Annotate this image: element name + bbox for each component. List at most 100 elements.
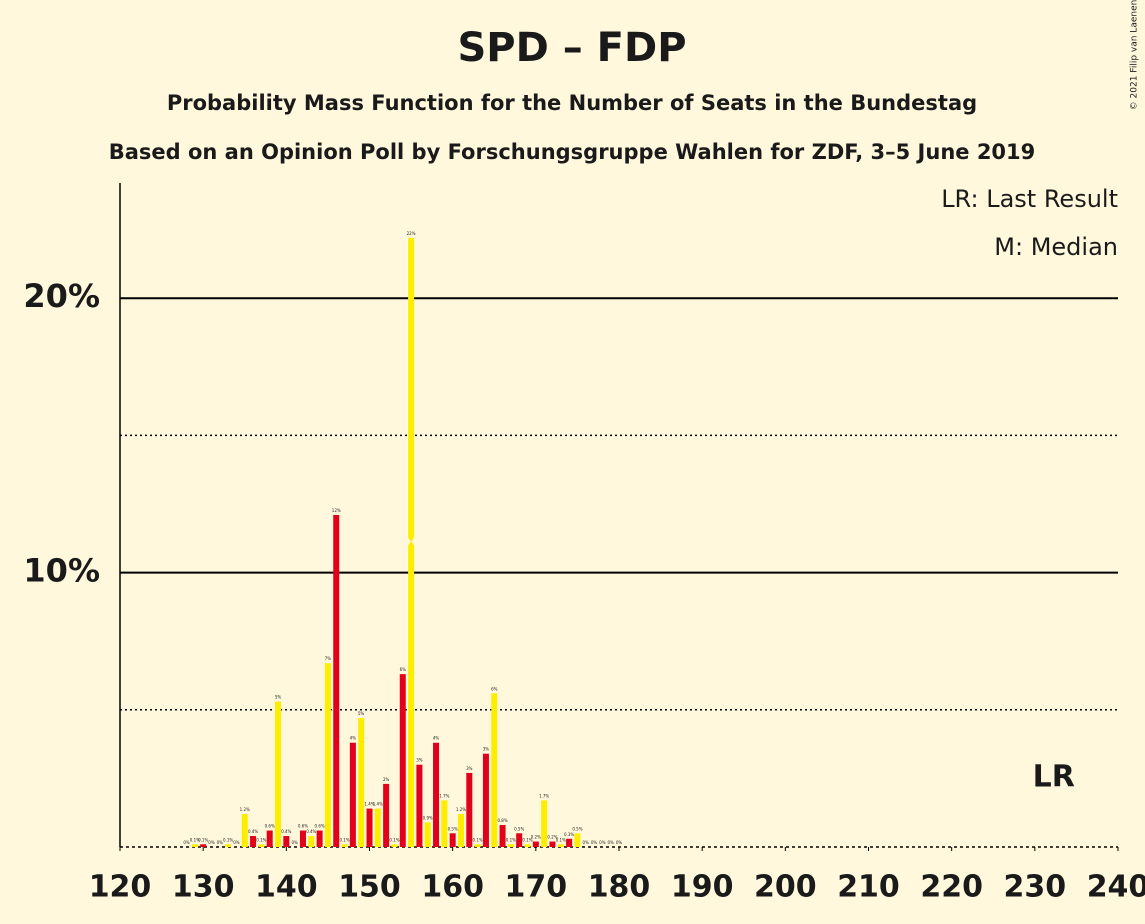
chart-subtitle: Based on an Opinion Poll by Forschungsgr… <box>109 140 1036 164</box>
value-label: 0.1% <box>473 837 483 842</box>
value-label: 0% <box>616 840 623 845</box>
bar <box>524 844 531 847</box>
bar <box>457 814 464 847</box>
legend-entry: M: Median <box>994 233 1118 261</box>
bar <box>566 838 573 847</box>
value-label: 1.4% <box>373 802 383 807</box>
bar <box>374 808 381 847</box>
value-label: 0% <box>291 840 298 845</box>
bar <box>275 701 282 847</box>
bar <box>466 772 473 847</box>
x-tick-label: 220 <box>920 870 983 905</box>
value-label: 0.5% <box>448 826 458 831</box>
bar <box>316 830 323 847</box>
x-tick-label: 170 <box>505 870 568 905</box>
bar <box>532 841 539 847</box>
bar <box>574 833 581 847</box>
value-label: 3% <box>466 766 473 771</box>
value-label: 0.2% <box>531 835 541 840</box>
bar <box>341 844 348 847</box>
value-label: 0.1% <box>556 837 566 842</box>
value-label: 5% <box>358 711 365 716</box>
x-tick-label: 200 <box>754 870 817 905</box>
value-label: 0% <box>591 840 598 845</box>
bar <box>424 822 431 847</box>
x-tick-label: 210 <box>837 870 900 905</box>
value-label: 1.7% <box>439 793 449 798</box>
bar <box>250 836 257 847</box>
value-label: 0.2% <box>547 835 557 840</box>
bar <box>549 841 556 847</box>
bar <box>358 718 365 847</box>
value-label: 0% <box>217 840 224 845</box>
bar <box>324 663 331 847</box>
bar <box>283 836 290 847</box>
bar <box>308 836 315 847</box>
value-label: 0.1% <box>190 837 200 842</box>
x-tick-label: 130 <box>172 870 235 905</box>
chart-title: SPD – FDP <box>457 25 686 71</box>
value-label: 0% <box>583 840 590 845</box>
value-label: 6% <box>491 686 498 691</box>
value-label: 0.1% <box>522 837 532 842</box>
bar <box>557 844 564 847</box>
bar <box>474 844 481 847</box>
median-marker <box>407 535 416 548</box>
value-label: 0.6% <box>298 824 308 829</box>
bar <box>299 830 306 847</box>
value-label: 1.2% <box>240 807 250 812</box>
value-label: 4% <box>350 736 357 741</box>
value-label: 0.1% <box>389 837 399 842</box>
bar <box>449 833 456 847</box>
value-label: 0.5% <box>514 826 524 831</box>
bar <box>366 808 373 847</box>
bar <box>349 742 356 847</box>
value-label: 0.9% <box>423 815 433 820</box>
value-label: 22% <box>407 231 416 236</box>
x-tick-label: 180 <box>588 870 651 905</box>
value-label: 3% <box>416 758 423 763</box>
bar <box>225 844 232 847</box>
bar <box>433 742 440 847</box>
value-label: 0.8% <box>497 818 507 823</box>
bar <box>416 764 423 847</box>
bar <box>391 844 398 847</box>
bar <box>241 814 248 847</box>
chart-subtitle: Probability Mass Function for the Number… <box>167 91 977 115</box>
value-label: 5% <box>275 695 282 700</box>
bar <box>399 674 406 847</box>
x-tick-label: 190 <box>671 870 734 905</box>
bar <box>266 830 273 847</box>
value-label: 0.6% <box>315 824 325 829</box>
x-tick-label: 140 <box>255 870 318 905</box>
value-label: 0.4% <box>248 829 258 834</box>
bar <box>191 844 198 847</box>
value-label: 0% <box>608 840 615 845</box>
bar <box>333 515 340 847</box>
bar <box>200 844 207 847</box>
value-label: 0.1% <box>198 837 208 842</box>
value-label: 1.7% <box>539 793 549 798</box>
x-tick-label: 120 <box>89 870 152 905</box>
y-tick-label: 10% <box>23 552 100 590</box>
value-label: 0.5% <box>572 826 582 831</box>
value-label: 0.1% <box>506 837 516 842</box>
bar <box>516 833 523 847</box>
value-label: 0% <box>233 840 240 845</box>
value-label: 0.1% <box>256 837 266 842</box>
value-label: 1.4% <box>364 802 374 807</box>
x-tick-label: 240 <box>1087 870 1145 905</box>
value-label: 0% <box>183 840 190 845</box>
bar <box>507 844 514 847</box>
bar <box>541 800 548 847</box>
bar <box>491 693 498 847</box>
value-label: 0.4% <box>306 829 316 834</box>
x-tick-label: 150 <box>338 870 401 905</box>
legend-entry: LR: Last Result <box>941 185 1118 213</box>
value-label: 0% <box>599 840 606 845</box>
value-label: 0% <box>208 840 215 845</box>
value-label: 12% <box>332 508 341 513</box>
value-label: 0.6% <box>265 824 275 829</box>
value-label: 6% <box>400 667 407 672</box>
